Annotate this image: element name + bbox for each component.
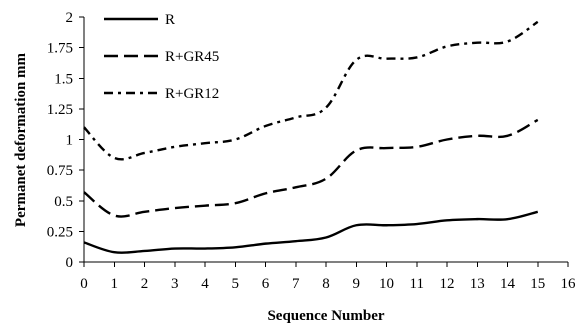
x-tick-label: 15 bbox=[530, 276, 545, 292]
y-tick-label: 0.25 bbox=[47, 224, 73, 240]
y-tick-label: 0 bbox=[66, 255, 74, 271]
y-tick-label: 1.5 bbox=[54, 71, 73, 87]
legend-label: R+GR12 bbox=[165, 86, 219, 102]
y-axis-title: Permanet deformation mm bbox=[13, 52, 29, 227]
x-tick-label: 16 bbox=[561, 276, 575, 292]
legend: R R+GR45 R+GR12 bbox=[104, 12, 219, 102]
series-lines bbox=[83, 20, 539, 254]
x-tick-label: 7 bbox=[292, 276, 300, 292]
series-line-r bbox=[83, 210, 539, 254]
x-tick-label: 1 bbox=[111, 276, 119, 292]
x-tick-label: 6 bbox=[262, 276, 270, 292]
series-line-r-gr45 bbox=[83, 118, 539, 218]
x-tick-label: 11 bbox=[410, 276, 424, 292]
axes bbox=[83, 17, 568, 263]
x-axis-title: Sequence Number bbox=[267, 308, 384, 324]
y-ticks: 0 0.25 0.5 0.75 1 1.25 1.5 1.75 2 bbox=[47, 10, 84, 271]
x-tick-label: 12 bbox=[440, 276, 455, 292]
y-tick-label: 0.5 bbox=[54, 194, 73, 210]
y-tick-label: 1.75 bbox=[47, 41, 73, 57]
x-tick-label: 8 bbox=[322, 276, 330, 292]
x-tick-label: 4 bbox=[201, 276, 209, 292]
y-tick-label: 2 bbox=[66, 10, 74, 26]
legend-label: R bbox=[165, 12, 175, 28]
x-tick-label: 14 bbox=[500, 276, 516, 292]
x-tick-label: 5 bbox=[232, 276, 240, 292]
x-tick-label: 3 bbox=[171, 276, 179, 292]
x-tick-label: 9 bbox=[353, 276, 361, 292]
x-ticks: 0 1 2 3 4 5 6 7 8 9 10 11 12 13 14 15 16 bbox=[80, 262, 575, 292]
series-line-r-gr12 bbox=[83, 20, 539, 161]
x-tick-label: 2 bbox=[141, 276, 149, 292]
y-tick-label: 1 bbox=[66, 133, 74, 149]
x-tick-label: 0 bbox=[80, 276, 88, 292]
x-tick-label: 10 bbox=[379, 276, 394, 292]
y-tick-label: 0.75 bbox=[47, 163, 73, 179]
x-tick-label: 13 bbox=[470, 276, 485, 292]
legend-label: R+GR45 bbox=[165, 49, 219, 65]
y-tick-label: 1.25 bbox=[47, 102, 73, 118]
